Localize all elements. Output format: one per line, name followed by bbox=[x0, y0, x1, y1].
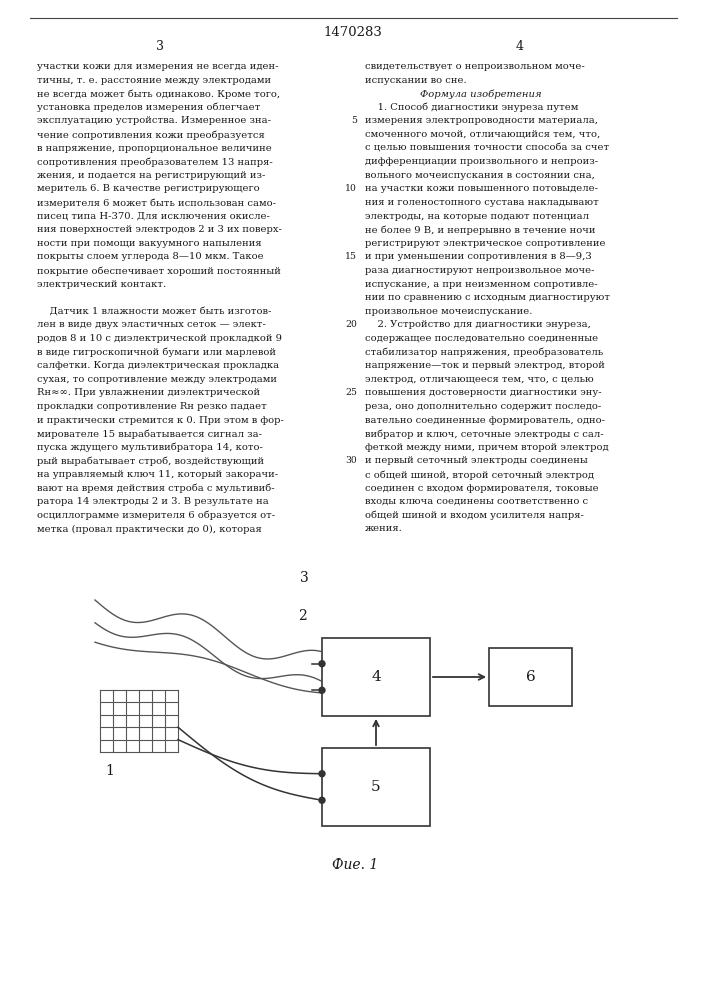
Text: рый вырабатывает строб, воздействующий: рый вырабатывает строб, воздействующий bbox=[37, 456, 264, 466]
Text: жения.: жения. bbox=[365, 524, 403, 533]
Text: сопротивления преобразователем 13 напря-: сопротивления преобразователем 13 напря- bbox=[37, 157, 273, 167]
Text: Датчик 1 влажности может быть изготов-: Датчик 1 влажности может быть изготов- bbox=[37, 307, 271, 316]
Text: Rн≈∞. При увлажнении диэлектрической: Rн≈∞. При увлажнении диэлектрической bbox=[37, 388, 260, 397]
Text: смоченного мочой, отличающийся тем, что,: смоченного мочой, отличающийся тем, что, bbox=[365, 130, 600, 139]
Text: в напряжение, пропорциональное величине: в напряжение, пропорциональное величине bbox=[37, 144, 271, 153]
Text: 15: 15 bbox=[345, 252, 357, 261]
Circle shape bbox=[319, 797, 325, 803]
Text: вают на время действия строба с мультивиб-: вают на время действия строба с мультиви… bbox=[37, 484, 274, 493]
Text: не более 9 В, и непрерывно в течение ночи: не более 9 В, и непрерывно в течение ноч… bbox=[365, 225, 595, 235]
Text: лен в виде двух эластичных сеток — элект-: лен в виде двух эластичных сеток — элект… bbox=[37, 320, 266, 329]
Text: 2: 2 bbox=[298, 609, 307, 623]
Text: чение сопротивления кожи преобразуется: чение сопротивления кожи преобразуется bbox=[37, 130, 264, 139]
Text: 5: 5 bbox=[351, 116, 357, 125]
Text: 30: 30 bbox=[345, 456, 357, 465]
Text: реза, оно дополнительно содержит последо-: реза, оно дополнительно содержит последо… bbox=[365, 402, 601, 411]
Circle shape bbox=[319, 661, 325, 667]
Bar bbox=[489, 648, 572, 706]
Text: 3: 3 bbox=[156, 40, 164, 53]
Text: раза диагностируют непроизвольное моче-: раза диагностируют непроизвольное моче- bbox=[365, 266, 595, 275]
Text: на участки кожи повышенного потовыделе-: на участки кожи повышенного потовыделе- bbox=[365, 184, 598, 193]
Text: 5: 5 bbox=[371, 780, 381, 794]
Text: вольного мочеиспускания в состоянии сна,: вольного мочеиспускания в состоянии сна, bbox=[365, 171, 595, 180]
Text: сухая, то сопротивление между электродами: сухая, то сопротивление между электродам… bbox=[37, 375, 277, 384]
Circle shape bbox=[319, 687, 325, 693]
Text: на управляемый ключ 11, который закорачи-: на управляемый ключ 11, который закорачи… bbox=[37, 470, 278, 479]
Circle shape bbox=[319, 771, 325, 777]
Text: и практически стремится к 0. При этом в фор-: и практически стремится к 0. При этом в … bbox=[37, 416, 284, 425]
Text: 25: 25 bbox=[345, 388, 357, 397]
Text: вательно соединенные формирователь, одно-: вательно соединенные формирователь, одно… bbox=[365, 416, 605, 425]
Text: нии по сравнению с исходным диагностируют: нии по сравнению с исходным диагностирую… bbox=[365, 293, 610, 302]
Text: стабилизатор напряжения, преобразователь: стабилизатор напряжения, преобразователь bbox=[365, 348, 603, 357]
Text: прокладки сопротивление Rн резко падает: прокладки сопротивление Rн резко падает bbox=[37, 402, 267, 411]
Text: эксплуатацию устройства. Измеренное зна-: эксплуатацию устройства. Измеренное зна- bbox=[37, 116, 271, 125]
Text: свидетельствует о непроизвольном моче-: свидетельствует о непроизвольном моче- bbox=[365, 62, 585, 71]
Text: ратора 14 электроды 2 и 3. В результате на: ратора 14 электроды 2 и 3. В результате … bbox=[37, 497, 269, 506]
Text: общей шиной и входом усилителя напря-: общей шиной и входом усилителя напря- bbox=[365, 511, 584, 520]
Text: Формула изобретения: Формула изобретения bbox=[420, 89, 542, 99]
Text: напряжение—ток и первый электрод, второй: напряжение—ток и первый электрод, второй bbox=[365, 361, 605, 370]
Text: 6: 6 bbox=[525, 670, 535, 684]
Text: с целью повышения точности способа за счет: с целью повышения точности способа за сч… bbox=[365, 144, 609, 153]
Text: и при уменьшении сопротивления в 8—9,3: и при уменьшении сопротивления в 8—9,3 bbox=[365, 252, 592, 261]
Text: входы ключа соединены соответственно с: входы ключа соединены соответственно с bbox=[365, 497, 588, 506]
Text: писец типа Н-370. Для исключения окисле-: писец типа Н-370. Для исключения окисле- bbox=[37, 212, 270, 221]
Text: измерителя 6 может быть использован само-: измерителя 6 может быть использован само… bbox=[37, 198, 276, 208]
Text: с общей шиной, второй сеточный электрод: с общей шиной, второй сеточный электрод bbox=[365, 470, 594, 480]
Text: соединен с входом формирователя, токовые: соединен с входом формирователя, токовые bbox=[365, 484, 599, 493]
Text: пуска ждущего мультивибратора 14, кото-: пуска ждущего мультивибратора 14, кото- bbox=[37, 443, 263, 452]
Bar bbox=[322, 638, 430, 716]
Text: 10: 10 bbox=[345, 184, 357, 193]
Text: ния и голеностопного сустава накладывают: ния и голеностопного сустава накладывают bbox=[365, 198, 599, 207]
Text: дифференциации произвольного и непроиз-: дифференциации произвольного и непроиз- bbox=[365, 157, 598, 166]
Text: электрический контакт.: электрический контакт. bbox=[37, 280, 166, 289]
Text: родов 8 и 10 с диэлектрической прокладкой 9: родов 8 и 10 с диэлектрической прокладко… bbox=[37, 334, 282, 343]
Text: покрыты слоем углерода 8—10 мкм. Такое: покрыты слоем углерода 8—10 мкм. Такое bbox=[37, 252, 264, 261]
Text: регистрируют электрическое сопротивление: регистрируют электрическое сопротивление bbox=[365, 239, 605, 248]
Text: электроды, на которые подают потенциал: электроды, на которые подают потенциал bbox=[365, 212, 589, 221]
Text: произвольное мочеиспускание.: произвольное мочеиспускание. bbox=[365, 307, 532, 316]
Text: ности при помощи вакуумного напыления: ности при помощи вакуумного напыления bbox=[37, 239, 262, 248]
Text: мирователе 15 вырабатывается сигнал за-: мирователе 15 вырабатывается сигнал за- bbox=[37, 429, 262, 439]
Text: вибратор и ключ, сеточные электроды с сал-: вибратор и ключ, сеточные электроды с са… bbox=[365, 429, 604, 439]
Text: 20: 20 bbox=[345, 320, 357, 329]
Text: испускание, а при неизменном сопротивле-: испускание, а при неизменном сопротивле- bbox=[365, 280, 597, 289]
Text: и первый сеточный электроды соединены: и первый сеточный электроды соединены bbox=[365, 456, 588, 465]
Text: покрытие обеспечивает хороший постоянный: покрытие обеспечивает хороший постоянный bbox=[37, 266, 281, 275]
Bar bbox=[322, 748, 430, 826]
Text: не всегда может быть одинаково. Кроме того,: не всегда может быть одинаково. Кроме то… bbox=[37, 89, 280, 99]
Text: метка (провал практически до 0), которая: метка (провал практически до 0), которая bbox=[37, 524, 262, 534]
Text: 1. Способ диагностики энуреза путем: 1. Способ диагностики энуреза путем bbox=[365, 103, 578, 112]
Text: электрод, отличающееся тем, что, с целью: электрод, отличающееся тем, что, с целью bbox=[365, 375, 594, 384]
Text: установка пределов измерения облегчает: установка пределов измерения облегчает bbox=[37, 103, 260, 112]
Text: испускании во сне.: испускании во сне. bbox=[365, 76, 467, 85]
Text: содержащее последовательно соединенные: содержащее последовательно соединенные bbox=[365, 334, 598, 343]
Text: 2. Устройство для диагностики энуреза,: 2. Устройство для диагностики энуреза, bbox=[365, 320, 591, 329]
Text: 3: 3 bbox=[300, 571, 309, 585]
Text: Фие. 1: Фие. 1 bbox=[332, 858, 378, 872]
Text: тичны, т. е. расстояние между электродами: тичны, т. е. расстояние между электродам… bbox=[37, 76, 271, 85]
Text: 4: 4 bbox=[516, 40, 524, 53]
Text: измерения электропроводности материала,: измерения электропроводности материала, bbox=[365, 116, 598, 125]
Text: 1: 1 bbox=[105, 764, 115, 778]
Text: феткой между ними, причем второй электрод: феткой между ними, причем второй электро… bbox=[365, 443, 609, 452]
Text: жения, и подается на регистрирующий из-: жения, и подается на регистрирующий из- bbox=[37, 171, 265, 180]
Text: в виде гигроскопичной бумаги или марлевой: в виде гигроскопичной бумаги или марлево… bbox=[37, 348, 276, 357]
Text: меритель 6. В качестве регистрирующего: меритель 6. В качестве регистрирующего bbox=[37, 184, 259, 193]
Text: 4: 4 bbox=[371, 670, 381, 684]
Text: салфетки. Когда диэлектрическая прокладка: салфетки. Когда диэлектрическая прокладк… bbox=[37, 361, 279, 370]
Text: участки кожи для измерения не всегда иден-: участки кожи для измерения не всегда иде… bbox=[37, 62, 279, 71]
Text: 1470283: 1470283 bbox=[324, 25, 382, 38]
Text: повышения достоверности диагностики эну-: повышения достоверности диагностики эну- bbox=[365, 388, 602, 397]
Text: ния поверхностей электродов 2 и 3 их поверх-: ния поверхностей электродов 2 и 3 их пов… bbox=[37, 225, 282, 234]
Text: осциллограмме измерителя 6 образуется от-: осциллограмме измерителя 6 образуется от… bbox=[37, 511, 275, 520]
